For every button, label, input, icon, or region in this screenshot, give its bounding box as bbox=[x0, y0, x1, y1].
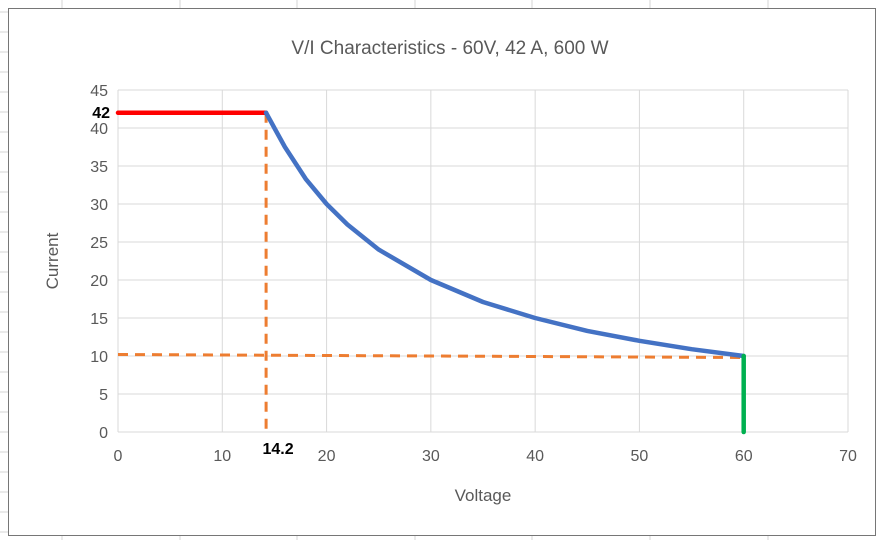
x-tick-label: 20 bbox=[318, 448, 336, 465]
vi-characteristics-chart: V/I Characteristics - 60V, 42 A, 600 W 0… bbox=[43, 38, 857, 505]
chart-area[interactable]: V/I Characteristics - 60V, 42 A, 600 W 0… bbox=[8, 8, 876, 536]
y-tick-label: 45 bbox=[90, 83, 108, 100]
y-tick-label: 20 bbox=[90, 273, 108, 290]
x-tick-label: 50 bbox=[631, 448, 649, 465]
y-tick-label: 25 bbox=[90, 235, 108, 252]
x-tick-label: 60 bbox=[735, 448, 753, 465]
series-layer bbox=[115, 110, 746, 435]
x-tick-label: 30 bbox=[422, 448, 440, 465]
y-tick-label: 15 bbox=[90, 311, 108, 328]
chart-title: V/I Characteristics - 60V, 42 A, 600 W bbox=[291, 38, 608, 59]
x-tick-label: 70 bbox=[839, 448, 857, 465]
y-tick-label: 10 bbox=[90, 349, 108, 366]
y-tick-label: 5 bbox=[99, 387, 108, 404]
annotations: 42 14.2 bbox=[92, 105, 294, 458]
x-tick-label: 0 bbox=[114, 448, 123, 465]
annotation-label: 14.2 bbox=[263, 441, 294, 458]
x-tick-label: 40 bbox=[526, 448, 544, 465]
y-tick-label: 0 bbox=[99, 425, 108, 442]
y-tick-label: 30 bbox=[90, 197, 108, 214]
y-tick-label: 40 bbox=[90, 121, 108, 138]
y-tick-label: 35 bbox=[90, 159, 108, 176]
y-axis-title: Current bbox=[43, 232, 62, 289]
annotation-label: 42 bbox=[92, 105, 110, 122]
tick-labels: 0 10 20 30 40 50 60 70 0 5 10 15 20 25 30 35 40 45 bbox=[90, 83, 857, 465]
plot-gridlines bbox=[117, 89, 849, 433]
x-tick-label: 10 bbox=[213, 448, 231, 465]
constant-power-curve bbox=[263, 110, 746, 359]
dashed-guide-line bbox=[117, 353, 744, 359]
x-axis-title: Voltage bbox=[455, 486, 512, 505]
